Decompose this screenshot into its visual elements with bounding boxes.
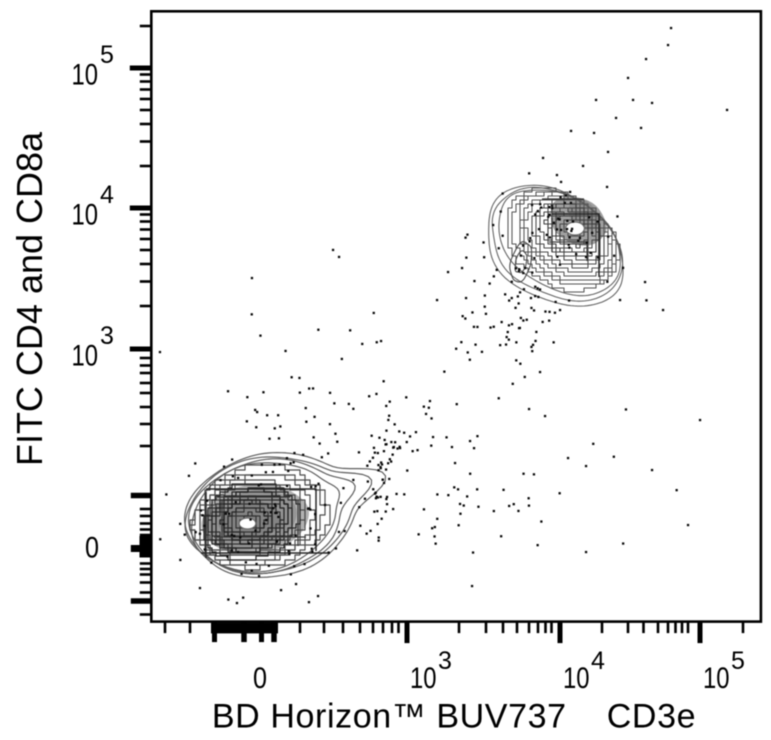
svg-text:10: 10 bbox=[72, 199, 99, 232]
svg-text:10: 10 bbox=[563, 662, 590, 695]
svg-text:4: 4 bbox=[100, 181, 114, 209]
svg-text:FITC CD4 and CD8a: FITC CD4 and CD8a bbox=[9, 131, 50, 466]
svg-text:5: 5 bbox=[100, 41, 114, 69]
svg-text:10: 10 bbox=[72, 340, 99, 373]
svg-text:10: 10 bbox=[703, 662, 730, 695]
svg-text:0: 0 bbox=[253, 662, 267, 695]
svg-text:0: 0 bbox=[85, 532, 99, 565]
svg-text:3: 3 bbox=[438, 647, 452, 675]
svg-text:10: 10 bbox=[410, 662, 437, 695]
svg-text:BD Horizon™ BUV737 CD3e: BD Horizon™ BUV737 CD3e bbox=[212, 698, 696, 736]
svg-text:4: 4 bbox=[591, 647, 605, 675]
svg-text:5: 5 bbox=[731, 647, 745, 675]
svg-text:3: 3 bbox=[100, 322, 114, 350]
svg-text:10: 10 bbox=[72, 59, 99, 92]
